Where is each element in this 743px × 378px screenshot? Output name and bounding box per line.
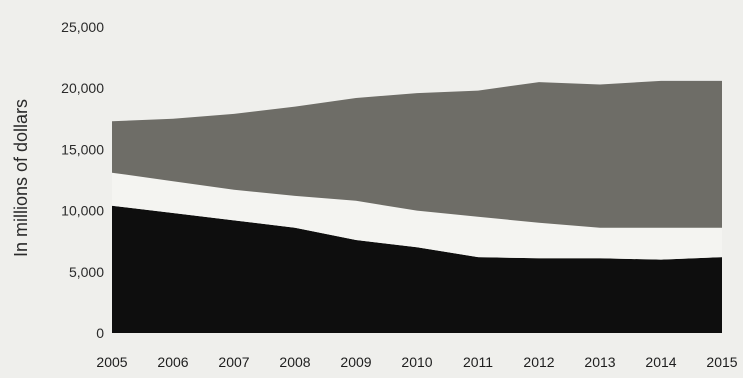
y-axis-title: In millions of dollars — [11, 99, 31, 257]
y-tick-label: 10,000 — [61, 203, 104, 219]
x-tick-label: 2014 — [645, 354, 676, 370]
x-tick-label: 2012 — [523, 354, 554, 370]
y-tick-label: 25,000 — [61, 19, 104, 35]
y-tick-label: 5,000 — [69, 264, 104, 280]
x-tick-label: 2010 — [401, 354, 432, 370]
x-tick-label: 2005 — [96, 354, 127, 370]
area-series-3 — [112, 80, 722, 228]
x-tick-label: 2015 — [706, 354, 737, 370]
x-axis-ticks: 2005 2006 2007 2008 2009 2010 2011 2012 2013 2014… — [96, 354, 737, 370]
area-layers — [112, 80, 722, 333]
x-tick-label: 2011 — [463, 354, 493, 370]
area-series-1 — [112, 205, 722, 333]
area-series-2 — [112, 172, 722, 260]
y-tick-label: 0 — [96, 325, 104, 341]
x-tick-label: 2006 — [157, 354, 188, 370]
x-tick-label: 2008 — [279, 354, 310, 370]
y-axis-ticks: 0 5,000 10,000 15,000 20,000 25,000 — [61, 19, 104, 341]
y-tick-label: 15,000 — [61, 141, 104, 157]
x-tick-label: 2013 — [584, 354, 615, 370]
x-tick-label: 2007 — [218, 354, 249, 370]
y-tick-label: 20,000 — [61, 80, 104, 96]
x-tick-label: 2009 — [340, 354, 371, 370]
